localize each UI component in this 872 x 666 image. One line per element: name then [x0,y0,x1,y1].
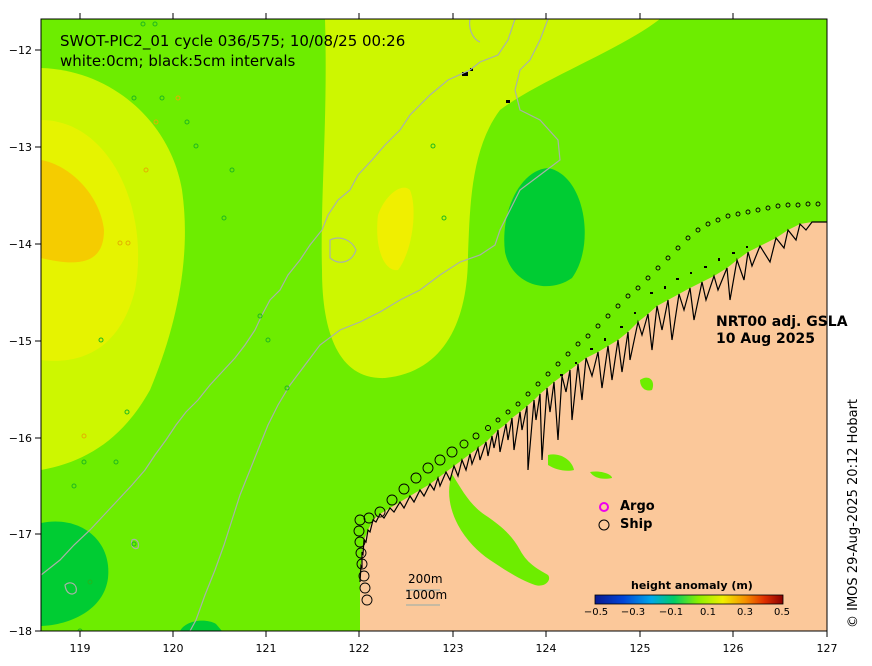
sla-low-east [504,168,585,287]
y-tick-label: −15 [9,335,32,348]
x-tick-label: 124 [536,642,557,655]
depth-scale-200: 200m [408,572,443,586]
x-axis-ticks [79,13,828,637]
argo-legend-icon [599,502,609,512]
sla-higher-central [377,187,414,271]
product-name: NRT00 adj. GSLA [716,314,848,330]
sla-highest-west [41,160,104,263]
x-tick-label: 125 [630,642,651,655]
x-tick-label: 120 [163,642,184,655]
ship-legend-icon [598,519,610,531]
colorbar-title: height anomaly (m) [631,579,753,592]
map-plot-area [41,19,827,631]
x-axis-labels: 119 120 121 122 123 124 125 126 127 [70,642,838,655]
x-tick-label: 121 [256,642,277,655]
swot-points-high [81,95,181,439]
ship-track [353,201,821,606]
y-axis-ticks [35,49,41,632]
x-tick-label: 126 [723,642,744,655]
y-tick-label: −14 [9,238,32,251]
sla-high-central [321,19,660,379]
colorbar-tick: 0.3 [737,607,753,618]
coastline [359,221,827,583]
plot-frame [40,18,828,632]
product-date: 10 Aug 2025 [716,331,816,347]
king-sound-inlet [449,474,550,586]
y-tick-label: −17 [9,528,32,541]
colorbar [594,594,784,605]
colorbar-tick: 0.1 [700,607,716,618]
colorbar-tick: −0.5 [583,607,609,618]
colorbar-tick: −0.3 [620,607,646,618]
x-tick-label: 122 [349,642,370,655]
coastal-inlet-1 [548,454,574,471]
y-axis-labels: −12 −13 −14 −15 −16 −17 −18 [9,44,32,638]
x-tick-label: 119 [70,642,91,655]
y-tick-label: −13 [9,141,32,154]
argo-legend-label: Argo [620,499,655,514]
credit-text: © IMOS 29-Aug-2025 20:12 Hobart [846,398,861,628]
y-tick-label: −16 [9,432,32,445]
x-tick-label: 127 [817,642,838,655]
depth-scale-1000: 1000m [405,588,448,602]
map-subtitle: white:0cm; black:5cm intervals [60,52,296,70]
x-tick-label: 123 [443,642,464,655]
ship-legend-label: Ship [620,517,653,532]
swot-points [71,21,447,631]
map-title: SWOT-PIC2_01 cycle 036/575; 10/08/25 00:… [60,32,406,50]
y-tick-label: −12 [9,44,32,57]
coastal-inlet-2 [590,471,612,479]
colorbar-tick: −0.1 [658,607,684,618]
sla-low-southwest [41,521,109,626]
colorbar-tick: 0.5 [774,607,790,618]
sla-low-south [180,620,222,631]
y-tick-label: −18 [9,625,32,638]
coastal-inlet-3 [640,377,654,391]
